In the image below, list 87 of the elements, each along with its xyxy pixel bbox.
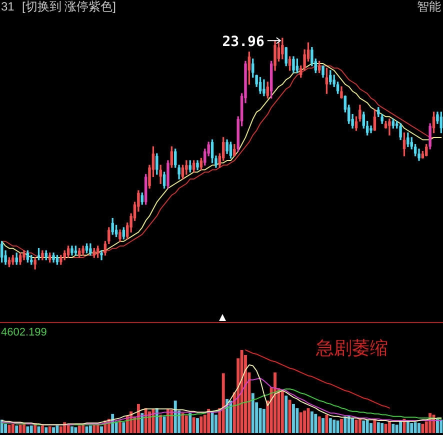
bar (340, 418, 343, 433)
bar (40, 426, 44, 433)
bar (18, 424, 22, 433)
bar (122, 422, 126, 433)
bar (63, 422, 66, 433)
bar (274, 372, 277, 433)
bar (74, 427, 78, 433)
bar (184, 416, 188, 433)
bar (170, 410, 174, 433)
bar (4, 424, 8, 433)
bar (22, 424, 26, 433)
bar (292, 404, 295, 433)
bar (373, 418, 376, 433)
bar (66, 424, 70, 433)
bar (222, 373, 225, 433)
bar (366, 420, 369, 433)
bar (118, 420, 122, 433)
bar (26, 426, 30, 433)
bar (262, 408, 266, 433)
bar (421, 424, 424, 433)
bar (44, 427, 48, 433)
bar (318, 416, 321, 433)
bar (280, 390, 284, 433)
bar (380, 423, 384, 433)
text: 31 (1, 0, 15, 14)
bar (388, 421, 391, 433)
bar (296, 408, 299, 433)
candlestick (100, 250, 103, 260)
bar (251, 393, 254, 433)
bar (414, 422, 417, 433)
bar (325, 414, 328, 433)
bar (159, 414, 162, 433)
bar (322, 418, 324, 433)
bar (418, 423, 420, 433)
annotation: 急剧萎缩 (315, 338, 388, 358)
bar (284, 396, 288, 433)
bar (82, 424, 85, 433)
bar (70, 426, 74, 433)
bar (288, 400, 292, 433)
bar (192, 417, 196, 433)
bar (440, 420, 443, 433)
bar (395, 424, 398, 433)
bar (314, 414, 318, 433)
bar (299, 412, 302, 433)
bar (214, 414, 218, 433)
bar (351, 418, 354, 433)
bar (310, 411, 314, 433)
annotation: 23.96 (222, 34, 264, 50)
bar (162, 416, 166, 433)
bar (328, 418, 332, 433)
bar (15, 426, 18, 433)
bar (376, 422, 380, 433)
bar (358, 418, 362, 433)
bar (148, 411, 151, 433)
bar (336, 420, 340, 433)
bar (188, 413, 192, 433)
bar (410, 423, 414, 433)
bar (92, 424, 96, 433)
bar (332, 420, 336, 433)
bar (392, 424, 395, 433)
bar (399, 421, 402, 433)
bar (155, 408, 158, 433)
bar (370, 423, 372, 433)
text: 4602.199 (1, 326, 47, 339)
bar (303, 410, 306, 433)
bar (384, 424, 388, 433)
bar (59, 426, 62, 433)
bar (152, 408, 155, 433)
bar (100, 426, 103, 433)
bar (30, 426, 33, 433)
bar (347, 416, 350, 433)
bar (11, 424, 14, 433)
bar (196, 418, 199, 433)
bar (207, 408, 210, 433)
text: [切换到 涨停紫色] (22, 0, 116, 14)
bar (56, 426, 59, 433)
text: 智能 (417, 0, 441, 14)
bar (52, 427, 56, 433)
bar (200, 416, 203, 433)
bar (48, 426, 52, 433)
bar (362, 420, 366, 433)
bar (78, 426, 81, 433)
bar (240, 350, 244, 433)
bar (344, 416, 347, 433)
bar (136, 404, 140, 433)
bar (406, 421, 410, 433)
bar (88, 426, 92, 433)
